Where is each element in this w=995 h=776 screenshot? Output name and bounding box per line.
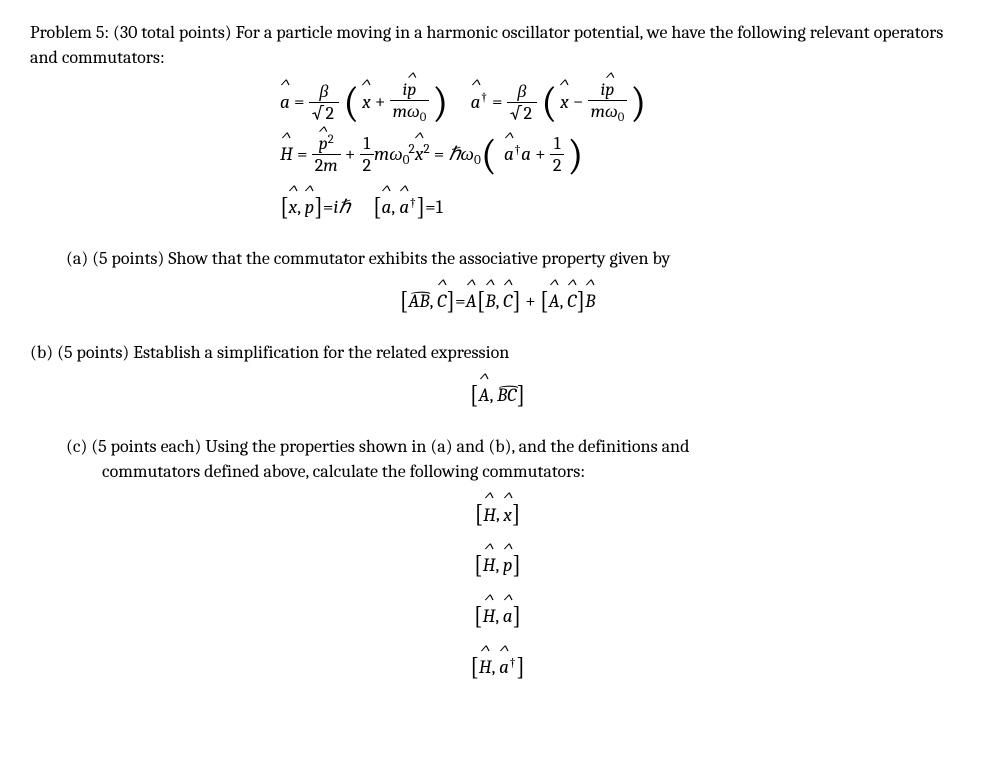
problem-header: Problem 5: (30 total points) For a parti…: [30, 20, 965, 70]
eq-part-b: [A, BC]: [30, 373, 965, 420]
eq-ladder-operators: a = β2 (x + ipmω0) a† = β2 (x − ipmω0): [30, 80, 965, 126]
part-a-label: (a) (5 points) Show that the commutator …: [30, 246, 965, 271]
eq-c4: [H, a†]: [30, 645, 965, 692]
eq-part-a: [AB, C]=A[B, C] + [A, C]B: [30, 279, 965, 326]
part-b: (b) (5 points) Establish a simplificatio…: [30, 340, 965, 365]
part-c: (c) (5 points each) Using the properties…: [30, 434, 965, 484]
part-c-label-2: commutators defined above, calculate the…: [30, 459, 965, 484]
eq-c1: [H, x]: [30, 492, 965, 539]
eq-hamiltonian: H = p22m + 12mω02x2 = ℏω0( a†a + 12): [30, 134, 965, 177]
part-c-label-1: (c) (5 points each) Using the properties…: [30, 434, 965, 459]
part-a: (a) (5 points) Show that the commutator …: [30, 246, 965, 271]
eq-c3: [H, a]: [30, 594, 965, 641]
part-b-label: (b) (5 points) Establish a simplificatio…: [30, 340, 965, 365]
eq-c2: [H, p]: [30, 543, 965, 590]
eq-commutators: [x, p]=iℏ [a, a†]=1: [30, 185, 965, 232]
